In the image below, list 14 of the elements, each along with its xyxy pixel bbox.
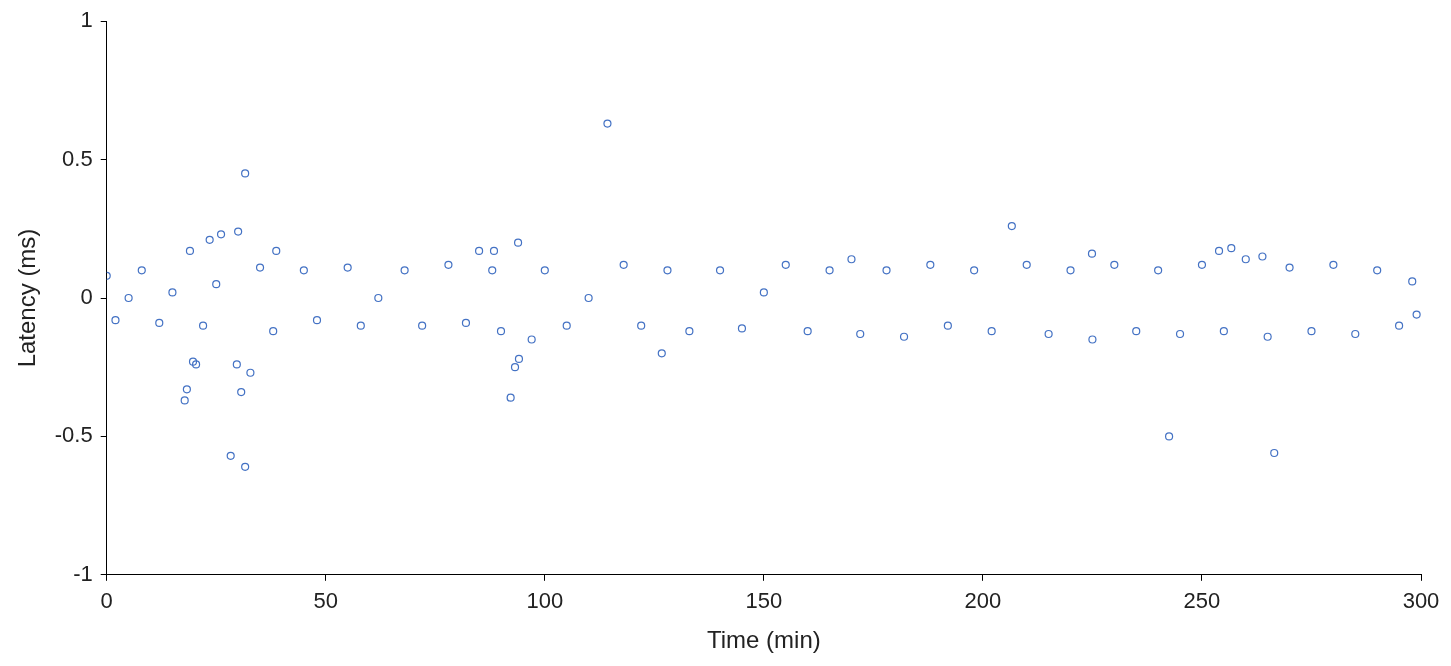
x-tick-label: 50 bbox=[313, 588, 338, 614]
x-tick-label: 0 bbox=[100, 588, 113, 614]
y-axis-title: Latency (ms) bbox=[13, 228, 41, 368]
x-tick-label: 150 bbox=[745, 588, 783, 614]
y-tick-label: -1 bbox=[73, 560, 93, 586]
y-tick-label: 1 bbox=[80, 7, 93, 33]
y-tick-label: -0.5 bbox=[54, 422, 93, 448]
x-tick-label: 250 bbox=[1183, 588, 1221, 614]
x-tick-label: 300 bbox=[1402, 588, 1440, 614]
x-axis-title: Time (min) bbox=[706, 626, 821, 654]
x-tick-label: 100 bbox=[526, 588, 564, 614]
x-tick-label: 200 bbox=[964, 588, 1002, 614]
y-tick-label: 0 bbox=[80, 284, 93, 310]
y-tick-label: 0.5 bbox=[62, 145, 93, 171]
